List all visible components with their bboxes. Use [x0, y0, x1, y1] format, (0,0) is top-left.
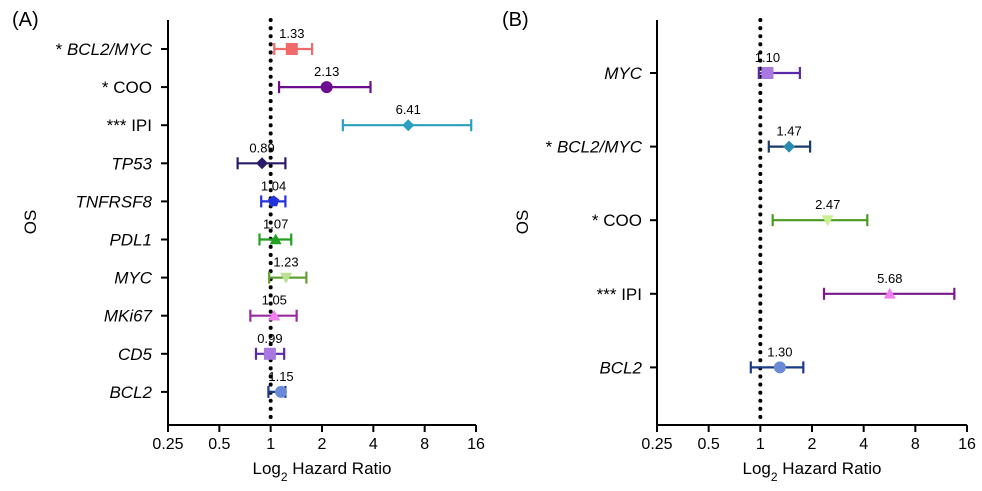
data-label: 1.47	[776, 124, 801, 139]
row-tp53: TP53 0.89	[111, 140, 287, 173]
category-label: MYC	[114, 269, 153, 288]
x-tick-label: 0.25	[641, 436, 672, 453]
x-tick-label: 8	[911, 436, 920, 453]
row-mki67: MKi67 1.05	[104, 293, 298, 326]
data-label: 1.04	[261, 178, 286, 193]
hazard-ratio-point	[267, 195, 280, 207]
data-label: 2.13	[314, 64, 339, 79]
data-label: 1.07	[263, 217, 288, 232]
y-axis-label: OS	[21, 210, 40, 235]
row-myc: MYC 1.23	[114, 255, 308, 288]
x-tick-label: 4	[369, 436, 378, 453]
row-ipi: *** IPI 6.41	[107, 102, 473, 135]
x-tick-label: 16	[958, 436, 976, 453]
hazard-ratio-point	[275, 385, 288, 398]
hazard-ratio-point	[279, 272, 292, 284]
row-bcl2: BCL2 1.30	[599, 344, 805, 377]
row-bcl2-myc: * BCL2/MYC 1.47	[546, 124, 812, 157]
x-tick-label: 2	[318, 436, 327, 453]
panel-a: (A) OS 0.25 0.5 1 2 4 8 16 Log2 Hazard Ratio * BCL…	[12, 9, 485, 484]
category-label: BCL2	[109, 383, 152, 402]
panel-label: (B)	[502, 9, 529, 31]
data-label: 2.47	[815, 197, 840, 212]
category-label: *** IPI	[107, 116, 152, 135]
row-pdl1: PDL1 1.07	[109, 217, 293, 250]
row-bcl2-myc: * BCL2/MYC 1.33	[56, 26, 314, 59]
category-label: BCL2	[599, 358, 642, 377]
category-label: * BCL2/MYC	[56, 40, 153, 59]
hazard-ratio-point	[783, 140, 796, 153]
x-axis-label: Log2 Hazard Ratio	[253, 459, 392, 484]
row-coo: * COO 2.13	[102, 64, 372, 97]
category-label: MYC	[604, 64, 643, 83]
x-tick-label: 16	[467, 436, 485, 453]
hazard-ratio-point	[821, 215, 834, 227]
hazard-ratio-point	[268, 309, 281, 321]
x-tick-label: 8	[420, 436, 429, 453]
hazard-ratio-point	[320, 81, 333, 94]
data-label: 0.99	[257, 331, 282, 346]
hazard-ratio-point	[761, 67, 774, 79]
hazard-ratio-point	[773, 361, 786, 374]
data-label: 1.23	[273, 255, 298, 270]
data-label: 1.05	[262, 293, 287, 308]
category-label: *** IPI	[597, 285, 642, 304]
row-coo: * COO 2.47	[592, 197, 869, 230]
category-label: MKi67	[104, 307, 153, 326]
x-tick-label: 1	[266, 436, 275, 453]
category-label: CD5	[118, 345, 153, 364]
x-tick-label: 0.5	[698, 436, 720, 453]
panel-label: (A)	[12, 9, 39, 31]
x-tick-label: 0.5	[208, 436, 230, 453]
x-axis-label: Log2 Hazard Ratio	[743, 459, 882, 484]
x-tick-label: 4	[859, 436, 868, 453]
x-tick-label: 0.25	[152, 436, 183, 453]
row-bcl2: BCL2 1.15	[109, 369, 293, 402]
data-label: 5.68	[877, 271, 902, 286]
data-label: 1.30	[767, 344, 792, 359]
row-cd5: CD5 0.99	[118, 331, 286, 364]
row-tnfrsf8: TNFRSF8 1.04	[76, 178, 287, 211]
panel-b: (B) OS 0.25 0.5 1 2 4 8 16 Log2 Hazard Ratio MYC 1.…	[502, 9, 976, 484]
category-label: TP53	[111, 154, 152, 173]
y-axis-label: OS	[513, 210, 532, 235]
x-tick-label: 1	[756, 436, 765, 453]
hazard-ratio-point	[883, 287, 896, 299]
x-tick-label: 2	[808, 436, 817, 453]
category-label: * COO	[102, 78, 152, 97]
category-label: * COO	[592, 211, 642, 230]
category-label: PDL1	[109, 231, 152, 250]
hazard-ratio-point	[269, 233, 282, 245]
data-label: 1.33	[279, 26, 304, 41]
hazard-ratio-point	[285, 43, 298, 55]
data-label: 1.15	[268, 369, 293, 384]
hazard-ratio-point	[402, 119, 415, 132]
row-ipi: *** IPI 5.68	[597, 271, 956, 304]
hazard-ratio-point	[256, 157, 269, 170]
data-label: 6.41	[396, 102, 421, 117]
data-label: 1.10	[755, 50, 780, 65]
row-myc: MYC 1.10	[604, 50, 801, 83]
category-label: TNFRSF8	[76, 192, 153, 211]
data-label: 0.89	[249, 140, 274, 155]
category-label: * BCL2/MYC	[546, 138, 643, 157]
hazard-ratio-point	[263, 347, 276, 360]
